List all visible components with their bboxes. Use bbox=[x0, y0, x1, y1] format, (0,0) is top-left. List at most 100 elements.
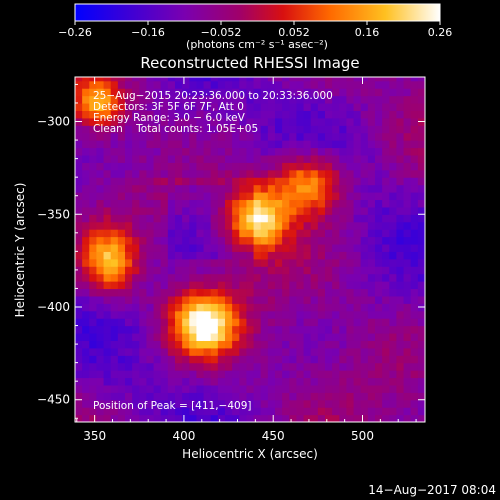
heatmap-cell bbox=[182, 347, 190, 356]
heatmap-cell bbox=[125, 177, 133, 186]
heatmap-cell bbox=[196, 177, 205, 186]
heatmap-cell bbox=[82, 88, 90, 97]
heatmap-cell bbox=[146, 229, 155, 238]
heatmap-cell bbox=[353, 384, 362, 393]
heatmap-cell bbox=[153, 281, 162, 290]
heatmap-cell bbox=[132, 318, 140, 327]
heatmap-cell bbox=[139, 184, 148, 193]
heatmap-cell bbox=[353, 110, 362, 119]
heatmap-cell bbox=[196, 77, 205, 82]
heatmap-cell bbox=[375, 147, 383, 156]
heatmap-cell bbox=[146, 288, 155, 297]
heatmap-cell bbox=[175, 288, 183, 297]
heatmap-cell bbox=[210, 206, 219, 215]
heatmap-cell bbox=[346, 362, 355, 371]
heatmap-cell bbox=[139, 340, 148, 349]
heatmap-cell bbox=[367, 125, 376, 134]
heatmap-cell bbox=[282, 125, 290, 134]
heatmap-cell bbox=[325, 288, 333, 297]
heatmap-cell bbox=[339, 414, 348, 422]
heatmap-cell bbox=[203, 110, 212, 119]
heatmap-cell bbox=[289, 258, 298, 267]
heatmap-cell bbox=[267, 132, 276, 141]
heatmap-cell bbox=[417, 392, 425, 401]
heatmap-cell bbox=[403, 95, 412, 104]
heatmap-cell bbox=[403, 125, 412, 134]
heatmap-cell bbox=[103, 370, 112, 379]
heatmap-cell bbox=[132, 117, 140, 126]
heatmap-cell bbox=[232, 192, 240, 201]
heatmap-cell bbox=[310, 162, 319, 171]
heatmap-cell bbox=[367, 370, 376, 379]
heatmap-cell bbox=[289, 110, 298, 119]
heatmap-cell bbox=[110, 273, 119, 282]
heatmap-cell bbox=[417, 310, 425, 319]
heatmap-cell bbox=[146, 77, 155, 82]
heatmap-cell bbox=[139, 140, 148, 149]
heatmap-cell bbox=[282, 384, 290, 393]
heatmap-cell bbox=[232, 407, 240, 416]
heatmap-cell bbox=[189, 80, 198, 89]
heatmap-cell bbox=[203, 347, 212, 356]
heatmap-cell bbox=[189, 229, 198, 238]
heatmap-cell bbox=[339, 340, 348, 349]
heatmap-cell bbox=[232, 251, 240, 260]
heatmap-cell bbox=[253, 192, 262, 201]
heatmap-cell bbox=[275, 192, 283, 201]
heatmap-cell bbox=[75, 318, 83, 327]
heatmap-cell bbox=[96, 243, 105, 252]
heatmap-cell bbox=[389, 303, 398, 312]
heatmap-cell bbox=[96, 355, 105, 364]
heatmap-cell bbox=[410, 318, 419, 327]
heatmap-cell bbox=[153, 177, 162, 186]
heatmap-cell bbox=[89, 177, 98, 186]
heatmap-cell bbox=[160, 340, 169, 349]
heatmap-cell bbox=[217, 206, 226, 215]
heatmap-cell bbox=[132, 169, 140, 178]
heatmap-cell bbox=[75, 177, 83, 186]
heatmap-cell bbox=[346, 303, 355, 312]
heatmap-cell bbox=[225, 214, 233, 223]
heatmap-cell bbox=[267, 229, 276, 238]
heatmap-cell bbox=[303, 407, 312, 416]
heatmap-cell bbox=[96, 125, 105, 134]
heatmap-cell bbox=[275, 77, 283, 82]
heatmap-cell bbox=[339, 303, 348, 312]
heatmap-cell bbox=[89, 140, 98, 149]
heatmap-cell bbox=[389, 236, 398, 245]
heatmap-cell bbox=[382, 377, 390, 386]
heatmap-cell bbox=[82, 332, 90, 341]
heatmap-cell bbox=[332, 177, 340, 186]
heatmap-cell bbox=[153, 310, 162, 319]
heatmap-cell bbox=[346, 88, 355, 97]
heatmap-cell bbox=[232, 399, 240, 408]
heatmap-cell bbox=[396, 125, 405, 134]
heatmap-cell bbox=[267, 154, 276, 163]
heatmap-cell bbox=[196, 251, 205, 260]
heatmap-cell bbox=[417, 221, 425, 230]
heatmap-cell bbox=[210, 132, 219, 141]
heatmap-cell bbox=[260, 77, 269, 82]
heatmap-cell bbox=[310, 199, 319, 208]
heatmap-cell bbox=[89, 184, 98, 193]
heatmap-cell bbox=[132, 206, 140, 215]
heatmap-cell bbox=[82, 243, 90, 252]
heatmap-cell bbox=[275, 377, 283, 386]
heatmap-cell bbox=[417, 80, 425, 89]
heatmap-cell bbox=[253, 95, 262, 104]
heatmap-cell bbox=[96, 177, 105, 186]
heatmap-cell bbox=[346, 332, 355, 341]
heatmap-cell bbox=[389, 214, 398, 223]
heatmap-cell bbox=[96, 95, 105, 104]
heatmap-cell bbox=[353, 77, 362, 82]
heatmap-cell bbox=[153, 117, 162, 126]
heatmap-cell bbox=[167, 88, 176, 97]
heatmap-cell bbox=[310, 377, 319, 386]
axes: 350 400 450 500−300−350−400−450 bbox=[37, 77, 425, 443]
heatmap-cell bbox=[275, 102, 283, 111]
heatmap-cell bbox=[289, 102, 298, 111]
heatmap-cell bbox=[375, 303, 383, 312]
heatmap-cell bbox=[167, 95, 176, 104]
heatmap-cell bbox=[367, 355, 376, 364]
heatmap-cell bbox=[396, 258, 405, 267]
